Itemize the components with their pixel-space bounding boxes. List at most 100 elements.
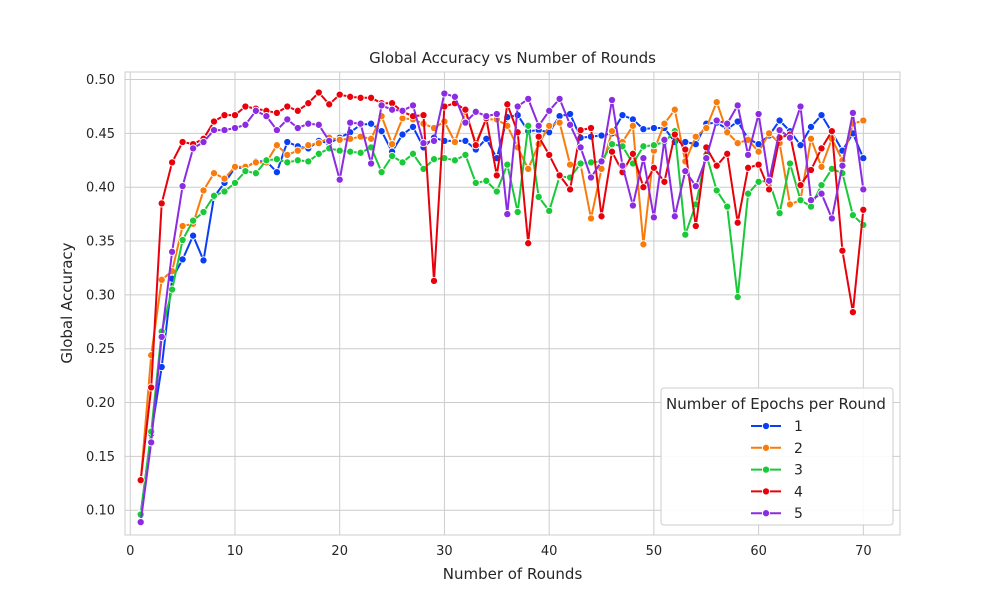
data-point [660, 177, 669, 186]
data-point [251, 158, 260, 167]
data-point [199, 207, 208, 217]
data-point [293, 156, 302, 165]
y-tick-label: 0.10 [86, 504, 115, 519]
data-point [670, 105, 679, 114]
data-point [817, 181, 826, 190]
chart-title: Global Accuracy vs Number of Rounds [369, 49, 656, 67]
data-point [796, 141, 805, 150]
data-point [723, 128, 732, 137]
data-point [471, 178, 480, 187]
data-point [346, 118, 355, 127]
data-point [524, 164, 533, 173]
data-point [607, 140, 617, 149]
data-point [189, 231, 198, 240]
data-point [136, 476, 145, 485]
legend-marker [761, 487, 771, 496]
data-point [461, 150, 470, 159]
legend-marker [761, 443, 771, 452]
data-point [555, 118, 564, 127]
data-point [597, 157, 606, 166]
data-point [628, 149, 637, 158]
data-point [335, 135, 344, 144]
data-point [628, 201, 637, 210]
data-point [733, 139, 742, 148]
data-point [272, 155, 281, 164]
data-point [754, 160, 763, 169]
x-tick-label: 20 [331, 544, 348, 559]
data-point [283, 115, 292, 124]
data-point [754, 109, 763, 119]
data-point [189, 144, 198, 153]
data-point [859, 116, 868, 125]
data-point [283, 102, 292, 111]
legend-box [660, 387, 894, 526]
data-point [838, 161, 847, 170]
data-point [471, 107, 480, 116]
data-point [388, 151, 397, 161]
data-point [189, 216, 198, 225]
data-point [482, 176, 491, 185]
data-point [220, 174, 229, 183]
data-point [785, 133, 795, 142]
data-point [775, 126, 784, 135]
series-5 [136, 89, 868, 527]
data-point [429, 136, 439, 145]
data-point [262, 156, 271, 165]
data-point [325, 100, 334, 109]
data-point [492, 187, 501, 196]
data-point [147, 383, 156, 392]
data-point [639, 240, 648, 249]
x-tick-label: 50 [646, 544, 663, 559]
data-point [377, 168, 386, 177]
data-point [618, 161, 627, 170]
data-point [566, 185, 575, 194]
data-point [157, 199, 166, 208]
data-point [471, 141, 480, 150]
legend-entries: 1 2 3 4 5 [751, 419, 803, 522]
data-point [398, 130, 407, 139]
data-point [607, 147, 617, 156]
data-point [765, 176, 774, 185]
data-point [262, 112, 271, 121]
data-point [482, 112, 491, 121]
legend-marker [761, 509, 771, 518]
data-point [377, 101, 386, 110]
data-point [503, 100, 512, 109]
data-point [335, 175, 344, 184]
data-point [859, 154, 868, 163]
data-point [398, 106, 407, 115]
data-point [272, 126, 281, 135]
data-point [283, 158, 292, 167]
legend-item-5: 5 [751, 506, 803, 522]
data-point [586, 123, 596, 133]
data-point [429, 155, 439, 164]
data-point [251, 106, 260, 115]
y-axis-label: Global Accuracy [58, 242, 76, 363]
data-point [450, 92, 459, 101]
data-point [209, 117, 219, 126]
data-point [576, 143, 585, 152]
data-point [796, 196, 805, 205]
data-point [649, 163, 658, 172]
data-point [461, 118, 470, 127]
data-point [429, 276, 439, 285]
data-point [838, 246, 847, 255]
data-point [681, 167, 690, 176]
data-point [419, 139, 428, 148]
data-point [576, 126, 585, 135]
data-point [597, 131, 606, 140]
data-point [566, 120, 575, 129]
data-point [754, 147, 763, 156]
plot-frame [124, 71, 901, 536]
legend-item-2: 2 [751, 441, 803, 457]
data-point [377, 127, 386, 136]
data-point [283, 150, 292, 159]
data-point [178, 221, 187, 231]
data-point [251, 169, 260, 178]
data-point [304, 119, 313, 128]
data-point [272, 168, 281, 177]
data-point [796, 181, 805, 190]
data-point [241, 102, 250, 111]
data-point [733, 218, 742, 227]
